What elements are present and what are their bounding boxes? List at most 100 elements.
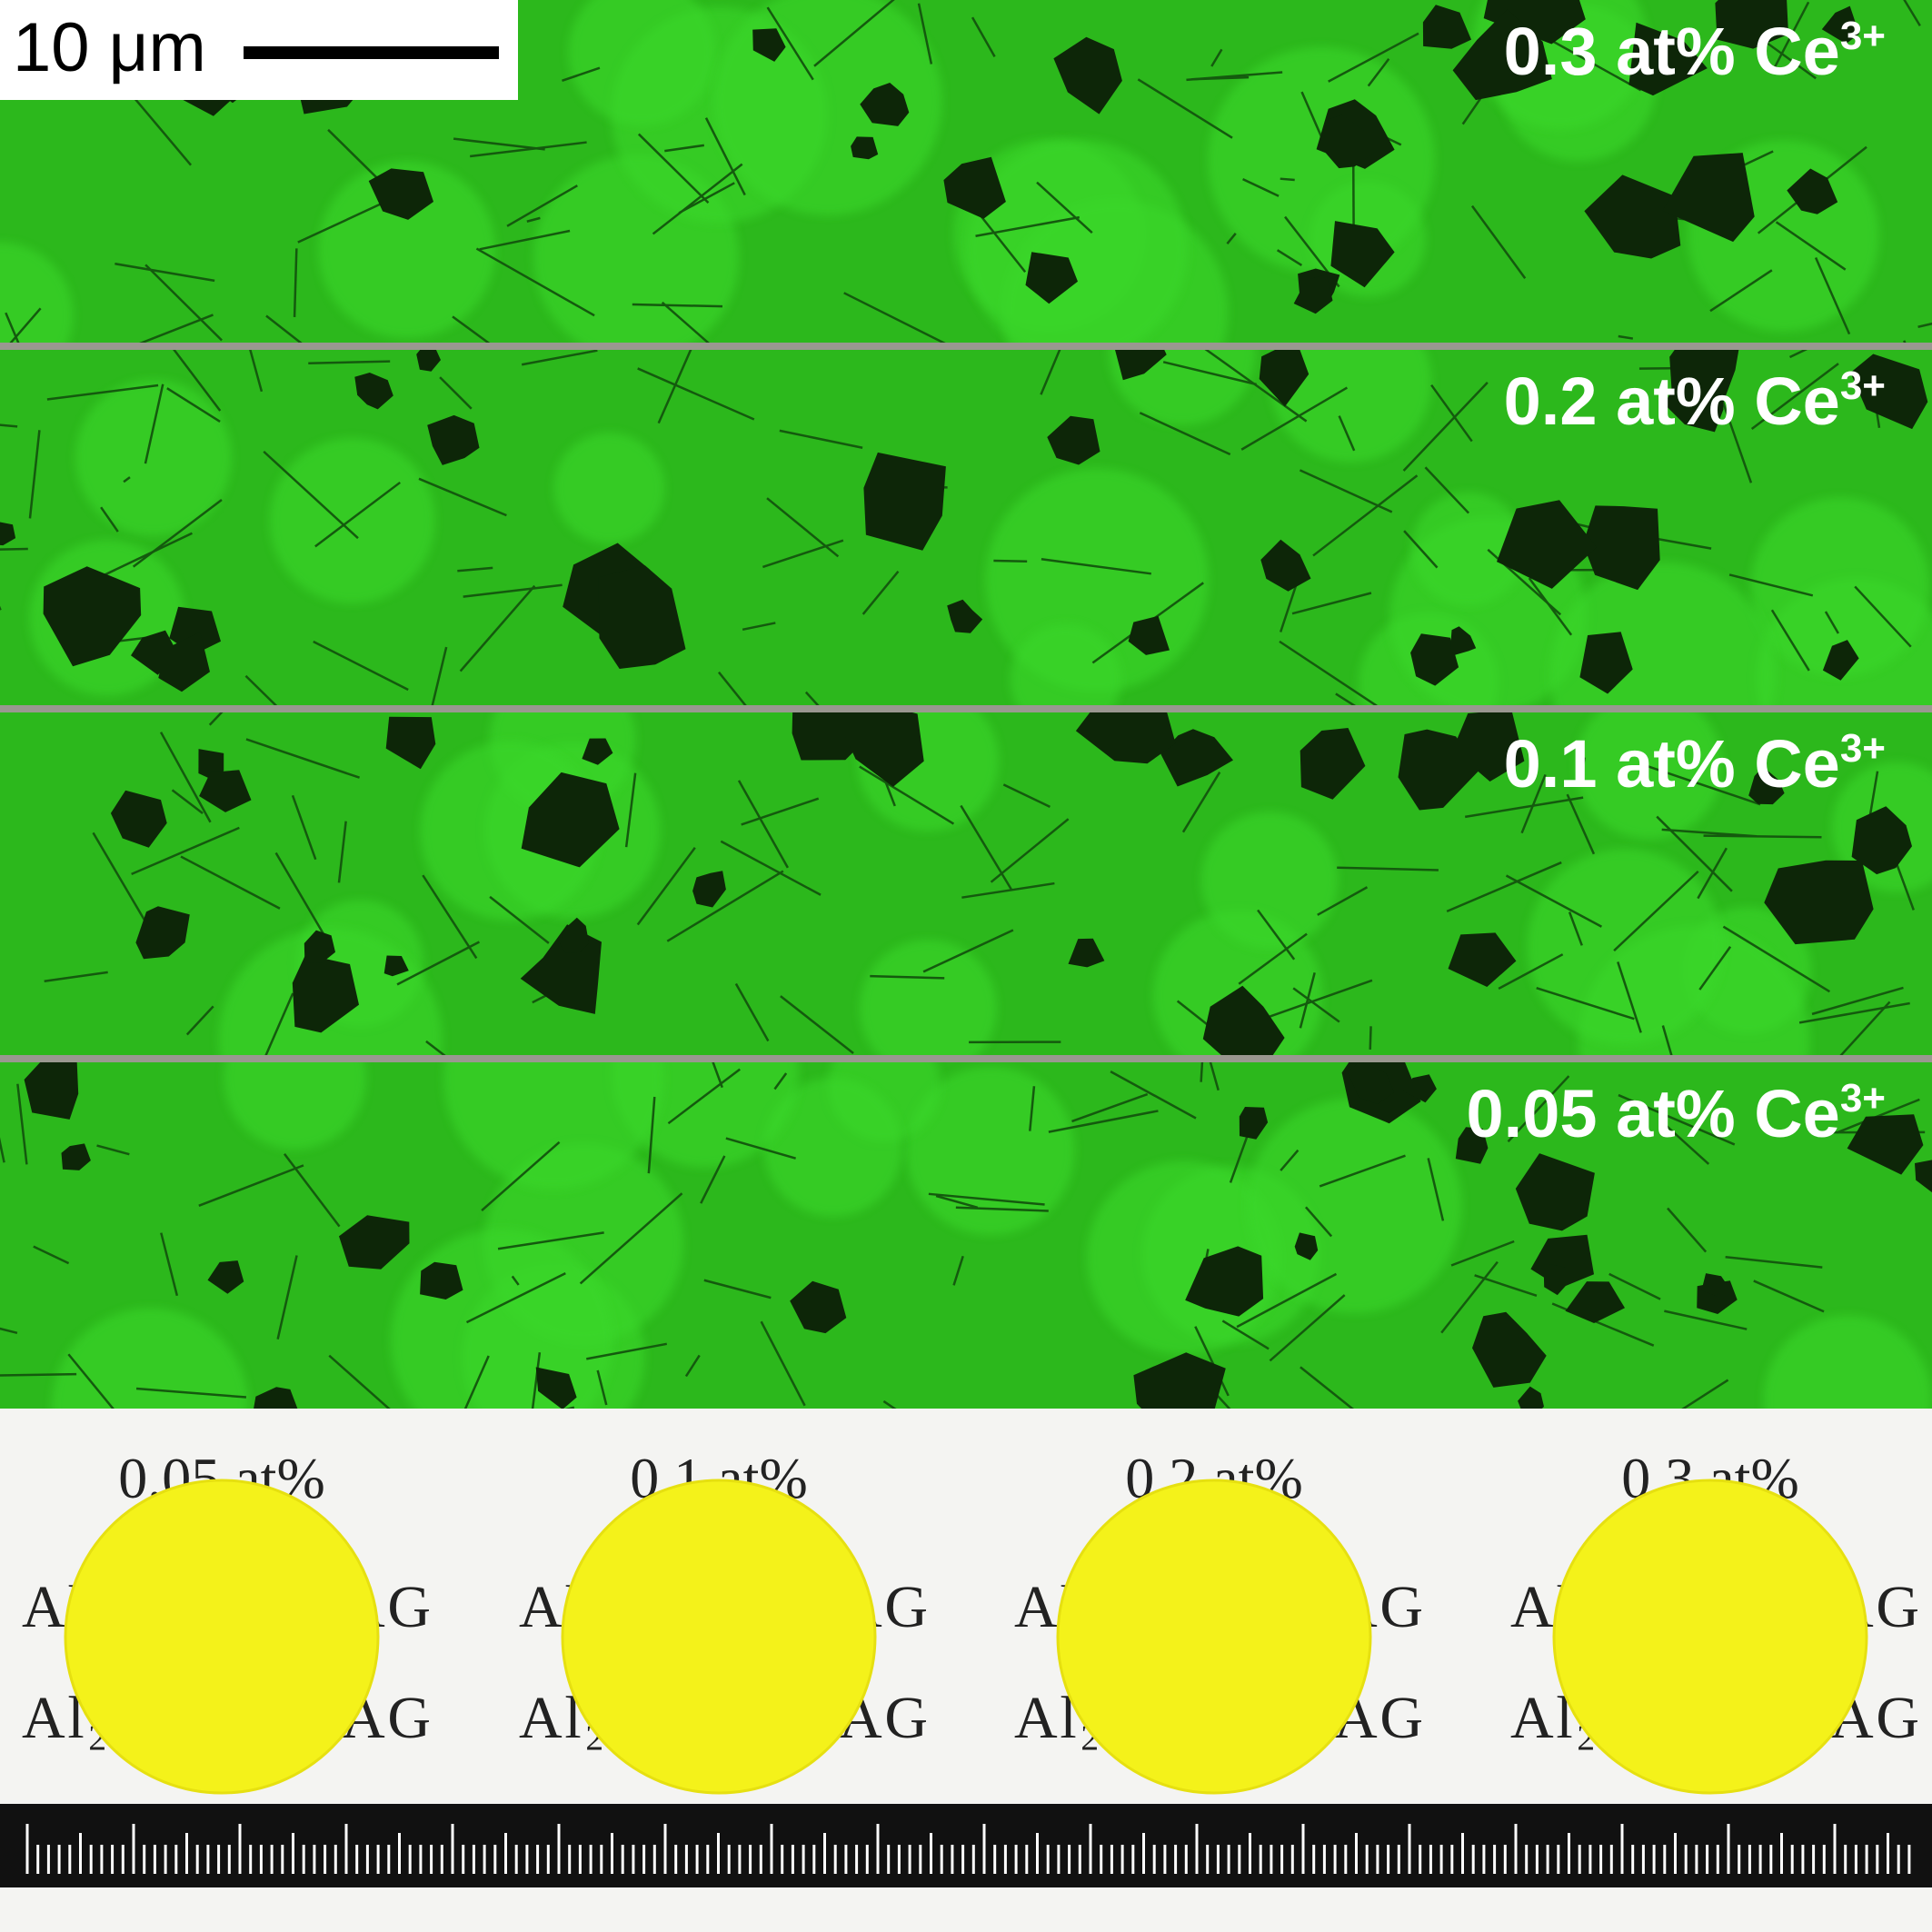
bright-grain [568, 0, 716, 126]
grain-boundary [452, 315, 491, 343]
grain-boundary [1440, 1260, 1499, 1334]
grain-boundary [459, 584, 536, 672]
grain-boundary [1697, 847, 1728, 900]
grain-boundary [135, 1387, 247, 1399]
dark-grain [1847, 1114, 1924, 1175]
grain-boundary [1304, 1206, 1333, 1238]
grain-boundary [33, 1245, 70, 1265]
dark-grain [1452, 9, 1552, 101]
grain-boundary [1446, 861, 1562, 913]
grain-boundary [712, 1062, 723, 1089]
grain-boundary [632, 303, 723, 308]
dark-grain [1450, 626, 1477, 656]
grain-boundary [1613, 870, 1699, 952]
grain-boundary [971, 16, 996, 58]
grain-boundary [313, 640, 409, 692]
dark-grain [1347, 1062, 1395, 1104]
panel-label-text: 0.05 at% Ce [1466, 1076, 1839, 1151]
grain-boundary [1811, 986, 1904, 1016]
grain-boundary [264, 992, 294, 1055]
bright-grain [860, 940, 997, 1055]
dark-grain [427, 414, 480, 465]
grain-boundary [489, 895, 550, 944]
dark-grain [851, 136, 879, 160]
dark-grain [1294, 1232, 1319, 1260]
dark-grain [354, 373, 393, 410]
grain-boundary [96, 1144, 130, 1156]
grain-boundary [0, 1327, 18, 1335]
grain-boundary [465, 1272, 566, 1324]
grain-boundary [1703, 834, 1822, 839]
grain-boundary [1312, 474, 1419, 557]
grain-boundary [463, 1355, 490, 1409]
dark-grain [1075, 712, 1176, 764]
grain-boundary [1048, 1110, 1159, 1133]
grain-boundary [1722, 925, 1831, 993]
grain-boundary [46, 383, 159, 401]
bright-grain [1247, 1098, 1462, 1314]
grain-boundary [337, 821, 347, 883]
dark-grain [385, 716, 436, 770]
dark-grain [1748, 766, 1785, 805]
panel-label: 0.05 at% Ce3+ [1466, 1076, 1886, 1151]
grain-boundary [922, 929, 1014, 973]
grain-boundary [1369, 1026, 1372, 1051]
grain-boundary [244, 674, 278, 705]
micrograph-panel [0, 1062, 1932, 1409]
dark-grain [1115, 350, 1167, 381]
bright-grain [966, 139, 1188, 343]
grain-boundary [1181, 772, 1221, 833]
dark-grain [1185, 1246, 1264, 1317]
grain-boundary [1200, 1062, 1204, 1082]
grain-boundary [1319, 1154, 1406, 1188]
grain-boundary [1291, 592, 1372, 615]
grain-boundary [1753, 1280, 1825, 1313]
dark-grain [207, 1260, 244, 1294]
grain-boundary [1917, 322, 1932, 328]
bright-grain [75, 379, 232, 536]
dark-grain [1053, 36, 1122, 115]
grain-boundary [955, 1206, 1049, 1212]
dark-grain [1398, 729, 1480, 811]
grain-boundary [479, 229, 571, 251]
grain-boundary [1681, 1379, 1729, 1409]
grain-boundary [928, 1192, 1045, 1206]
bright-grain [1763, 1315, 1932, 1409]
dark-grain [1403, 1074, 1437, 1103]
grain-boundary [859, 765, 955, 825]
grain-boundary [773, 1072, 788, 1090]
panel-label: 0.3 at% Ce3+ [1504, 14, 1886, 89]
bright-grain [553, 433, 665, 544]
dark-grain [598, 565, 686, 669]
grain-boundary [917, 3, 933, 65]
sample-photo: 0.05 at%Al₂O₃–Ce:YAGAl₂O₃–Ce:YAG0.1 at%A… [0, 1446, 1932, 1887]
bright-grain [52, 1308, 249, 1409]
grain-boundary [725, 1137, 796, 1160]
grain-boundary [92, 832, 147, 922]
bright-grain [1208, 46, 1435, 274]
grain-boundary [657, 350, 692, 424]
grain-boundary [935, 1194, 979, 1210]
grain-boundary [425, 1040, 446, 1055]
dark-grain [1160, 729, 1233, 787]
dark-grain [292, 954, 359, 1033]
grain-boundary [586, 1342, 668, 1360]
grain-boundary [562, 66, 601, 83]
dark-grain [1472, 1311, 1547, 1388]
grain-boundary [993, 559, 1028, 563]
grain-boundary [766, 6, 814, 81]
grain-boundary [185, 1005, 214, 1036]
grain-boundary [1328, 32, 1419, 83]
dark-grain [1448, 932, 1517, 987]
dark-grain [1260, 539, 1311, 592]
grain-boundary [1338, 415, 1356, 452]
dark-grain [1764, 860, 1874, 945]
grain-boundary [1300, 1366, 1355, 1409]
grain-boundary [1665, 1124, 1710, 1165]
grain-boundary [1725, 1256, 1823, 1269]
grain-boundary [636, 846, 696, 926]
panel-label-sup: 3+ [1840, 14, 1886, 58]
grain-boundary [1642, 763, 1761, 806]
grain-boundary [1292, 987, 1340, 1023]
dark-grain [1821, 5, 1859, 45]
